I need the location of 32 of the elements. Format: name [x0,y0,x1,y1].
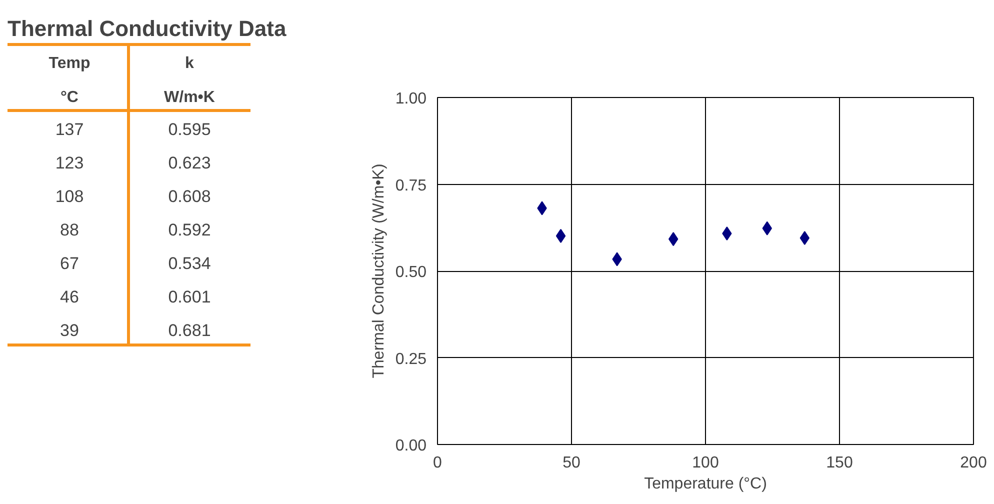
y-tick-label: 0.00 [395,438,427,454]
text: 0.608 [168,186,211,206]
text: °C [60,89,79,106]
x-tick-label: 150 [826,454,853,472]
text: 123 [55,153,84,172]
x-axis-title: Temperature (°C) [644,476,767,492]
text: 0.534 [168,254,211,273]
text: 67 [60,254,79,273]
text: 0.595 [168,120,211,139]
text: Thermal Conductivity Data [8,16,287,41]
x-tick-label: 0 [433,454,442,472]
y-axis-title: Thermal Conductivity (W/m•K) [370,164,388,378]
x-tick-label: 200 [960,454,987,472]
text: 46 [60,287,79,306]
text: 108 [55,186,84,206]
text: Temp [48,55,90,72]
y-tick-label: 1.00 [395,90,427,108]
text: 0.592 [168,220,211,240]
y-tick-label: 0.50 [395,264,427,281]
x-tick-label: 50 [562,454,580,472]
y-tick-label: 0.25 [395,350,427,368]
text: 0.681 [168,320,211,340]
text: 39 [60,320,79,340]
text: k [185,55,194,72]
point [556,228,566,243]
text: 88 [60,220,79,240]
x-tick-label: 100 [692,454,719,472]
text: 0.623 [168,153,211,172]
text: W/m•K [164,89,216,106]
text: 137 [55,120,84,139]
y-tick-label: 0.75 [395,177,427,194]
text: 0.601 [168,287,211,306]
